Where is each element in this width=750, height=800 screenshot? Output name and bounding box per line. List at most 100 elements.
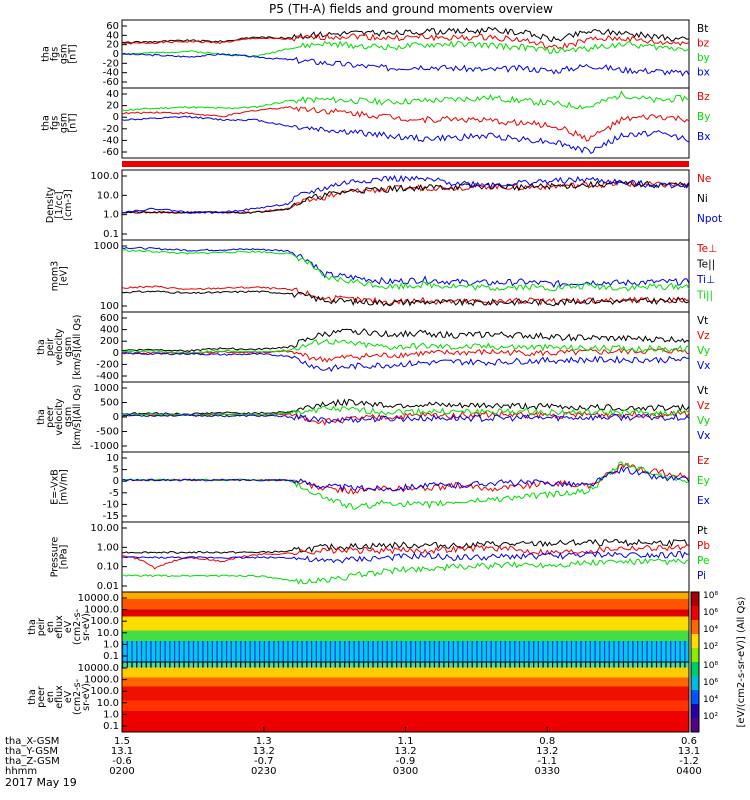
- series-line: [121, 557, 690, 585]
- y-tick-label: 100: [100, 301, 119, 312]
- spectrogram-stripe: [575, 641, 577, 662]
- y-tick-label: 5: [113, 465, 119, 476]
- y-axis-label-line: tha: [41, 115, 52, 131]
- spectrogram-stripe: [377, 641, 379, 662]
- y-tick-label: 10: [106, 453, 119, 464]
- spectrogram-stripe: [136, 641, 138, 662]
- series-line: [121, 290, 690, 307]
- spectrogram-stripe: [570, 641, 573, 662]
- y-tick-label: -400: [96, 371, 119, 382]
- x-row-label: tha_Y-GSM: [5, 746, 58, 757]
- y-tick-label: 100.0: [90, 686, 119, 697]
- spectrogram-stripe: [684, 641, 686, 662]
- colorbar-title: [eV/(cm2-s-sr-eV)] (All Qs): [736, 596, 747, 727]
- y-tick-label: 10.0: [97, 628, 119, 639]
- spectrogram-stripe: [651, 662, 653, 668]
- spectrogram-stripe: [457, 641, 459, 662]
- spectrogram-stripe: [599, 641, 601, 662]
- spectrogram-stripe: [192, 641, 195, 662]
- y-tick-label: 0.1: [103, 651, 119, 662]
- y-tick-label: 1000: [94, 383, 119, 394]
- x-tick-label: -0.6: [112, 756, 132, 767]
- spectrogram-stripe: [221, 641, 223, 662]
- spectrogram-stripe: [254, 641, 256, 662]
- panel-4: mom3[eV] 1000 100 Te⊥ Te|| Ti⊥ Ti||: [50, 239, 717, 313]
- y-tick-label: 20: [106, 101, 119, 112]
- spectrogram-band: [122, 711, 689, 732]
- y-axis-label-line: eV: [63, 690, 74, 703]
- spectrogram-stripe: [240, 641, 242, 662]
- spectrogram-stripe: [556, 662, 558, 668]
- x-tick-label: -1.1: [537, 756, 557, 767]
- spectrogram-stripe: [216, 641, 218, 662]
- spectrogram-stripe: [419, 662, 421, 668]
- y-tick-label: -20: [103, 124, 119, 135]
- spectrogram-stripe: [622, 641, 625, 662]
- spectrogram-stripe: [329, 641, 332, 662]
- spectrogram-stripe: [377, 662, 379, 668]
- series-line: [121, 52, 690, 77]
- y-axis-label-line: gsm: [63, 407, 74, 427]
- y-tick-label: 1000.0: [84, 605, 119, 616]
- y-tick-label: 400: [100, 325, 119, 336]
- legend-entry: Vz: [697, 400, 710, 412]
- spectrogram-stripe: [122, 662, 124, 668]
- y-axis-label-line: Density: [45, 187, 56, 223]
- spectrogram-stripe: [292, 641, 294, 662]
- legend-entry: by: [697, 52, 710, 64]
- spectrogram-stripe: [594, 641, 596, 662]
- spectrogram-stripe: [518, 641, 521, 662]
- spectrogram-stripe: [613, 662, 615, 668]
- legend-entry: bz: [697, 38, 710, 50]
- spectrogram-stripe: [348, 662, 350, 668]
- spectrogram-stripe: [334, 641, 336, 662]
- spectrogram-stripe: [424, 641, 426, 662]
- y-axis-label-line: gsm: [63, 337, 74, 357]
- panel-frame: [121, 451, 690, 523]
- spectrogram-stripe: [325, 662, 327, 668]
- spectrogram-stripe: [301, 641, 303, 662]
- spectrogram-stripe: [504, 662, 506, 668]
- spectrogram-stripe: [268, 641, 270, 662]
- y-axis-label-line: sr-eV): [81, 613, 92, 641]
- colorbar-segment: [691, 690, 699, 704]
- spectrogram-stripe: [145, 641, 147, 662]
- spectrogram-stripe: [277, 641, 280, 662]
- spectrogram-stripe: [490, 662, 492, 668]
- spectrogram-stripe: [570, 662, 573, 668]
- series-line: [121, 398, 690, 416]
- colorbar-segment: [691, 606, 699, 620]
- spectrogram-stripe: [523, 641, 525, 662]
- spectrogram-stripe: [566, 641, 568, 662]
- y-axis-label-line: sr-eV): [81, 683, 92, 711]
- x-tick-label: 13.1: [111, 746, 133, 757]
- spectrogram-stripe: [660, 641, 662, 662]
- x-tick-label: 13.2: [536, 746, 558, 757]
- spectrogram-stripe: [665, 641, 667, 662]
- spectrogram-stripe: [396, 662, 398, 668]
- x-tick-label: 0200: [109, 766, 134, 777]
- series-line: [121, 550, 690, 564]
- spectrogram-stripe: [646, 641, 648, 662]
- y-tick-label: 1.00: [97, 542, 119, 553]
- spectrogram-stripe: [466, 641, 469, 662]
- spectrogram-stripe: [646, 662, 648, 668]
- spectrogram-stripe: [282, 662, 284, 668]
- spectrogram-stripe: [556, 641, 558, 662]
- legend-entry: Vy: [697, 415, 710, 427]
- y-tick-label: -10: [103, 499, 119, 510]
- spectrogram-stripe: [537, 662, 539, 668]
- y-tick-label: 0: [113, 412, 119, 423]
- series-line: [121, 33, 690, 50]
- spectrogram-stripe: [225, 662, 228, 668]
- y-tick-label: -1000: [90, 441, 119, 452]
- spectrogram-stripe: [178, 662, 180, 668]
- spectrogram-stripe: [509, 641, 511, 662]
- y-axis-label-line: [mV/m]: [59, 469, 70, 505]
- spectrogram-stripe: [542, 641, 544, 662]
- panel-frame: [121, 169, 690, 241]
- spectrogram-stripe: [155, 641, 157, 662]
- spectrogram-band: [122, 599, 689, 610]
